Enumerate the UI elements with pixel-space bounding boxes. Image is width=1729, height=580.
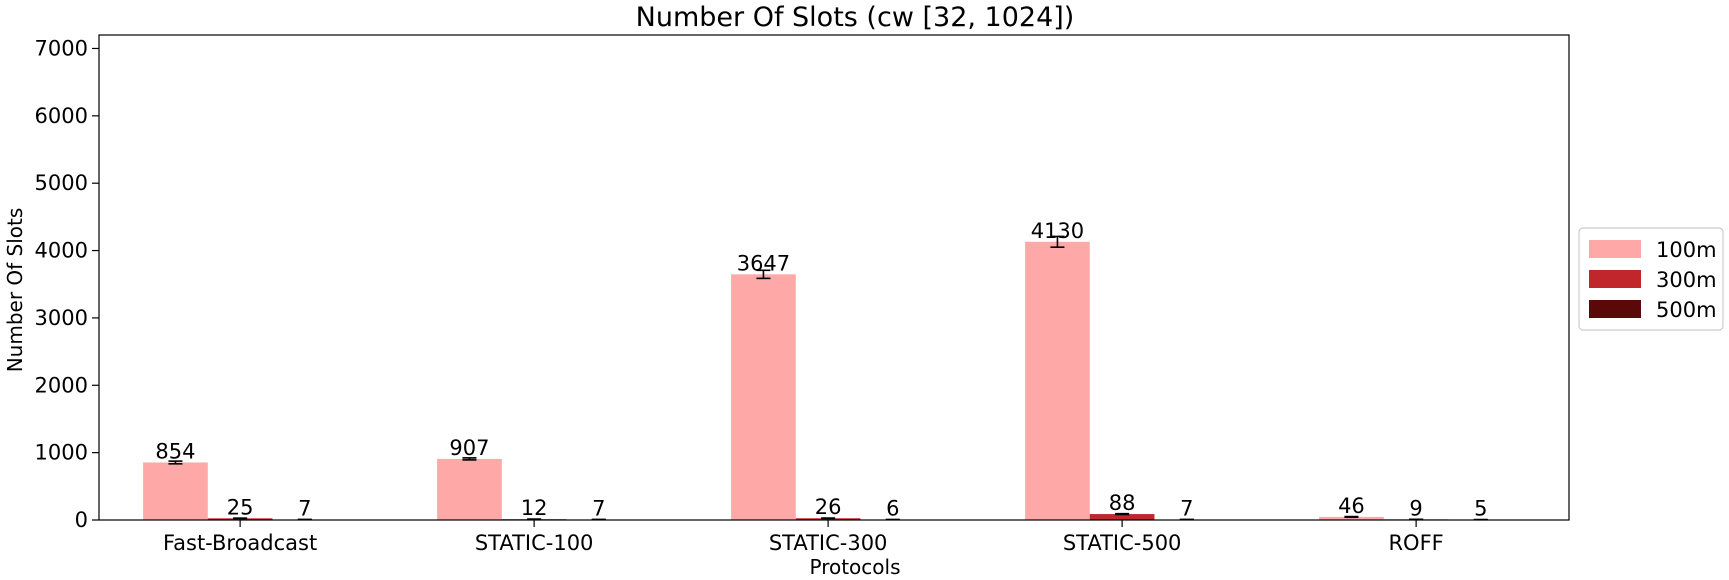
y-axis-label: Number Of Slots xyxy=(3,208,27,373)
data-label: 854 xyxy=(155,439,195,463)
y-tick-label: 4000 xyxy=(35,239,88,263)
bar xyxy=(143,462,208,520)
x-tick-label: STATIC-500 xyxy=(1063,531,1182,555)
data-label: 5 xyxy=(1474,497,1487,521)
bar xyxy=(1089,514,1155,520)
legend-swatch xyxy=(1589,240,1641,258)
data-label: 46 xyxy=(1338,494,1365,518)
data-label: 7 xyxy=(592,497,605,521)
y-tick-label: 1000 xyxy=(35,441,88,465)
bar xyxy=(731,274,796,520)
data-label: 7 xyxy=(298,497,311,521)
data-label: 12 xyxy=(521,496,548,520)
data-label: 4130 xyxy=(1031,219,1084,243)
data-label: 25 xyxy=(227,495,254,519)
x-tick-label: STATIC-100 xyxy=(475,531,594,555)
y-tick-label: 6000 xyxy=(35,104,88,128)
data-label: 88 xyxy=(1109,491,1136,515)
legend: 100m 300m 500m xyxy=(1578,227,1724,331)
data-label: 3647 xyxy=(737,251,790,275)
legend-swatch xyxy=(1589,270,1641,288)
chart-title: Number Of Slots (cw [32, 1024]) xyxy=(636,2,1075,33)
bar xyxy=(1319,516,1384,520)
x-axis-label: Protocols xyxy=(809,555,900,579)
plot-frame xyxy=(98,34,1570,521)
bar xyxy=(1025,241,1090,521)
data-label: 6 xyxy=(886,497,899,521)
y-tick-label: 2000 xyxy=(35,373,88,397)
data-label: 26 xyxy=(815,495,842,519)
y-tick-label: 0 xyxy=(75,508,88,532)
legend-label: 500m xyxy=(1656,298,1717,322)
legend-label: 100m xyxy=(1656,238,1717,262)
legend-label: 300m xyxy=(1656,268,1717,292)
y-tick-label: 3000 xyxy=(35,306,88,330)
data-label: 907 xyxy=(449,436,489,460)
data-label: 9 xyxy=(1409,496,1422,520)
y-tick-label: 5000 xyxy=(35,171,88,195)
legend-swatch xyxy=(1589,300,1641,318)
x-tick-label: Fast-Broadcast xyxy=(163,531,317,555)
bar xyxy=(437,458,502,520)
x-tick-label: STATIC-300 xyxy=(769,531,888,555)
data-label: 7 xyxy=(1180,497,1193,521)
x-tick-label: ROFF xyxy=(1388,531,1443,555)
y-tick-label: 7000 xyxy=(35,36,88,60)
